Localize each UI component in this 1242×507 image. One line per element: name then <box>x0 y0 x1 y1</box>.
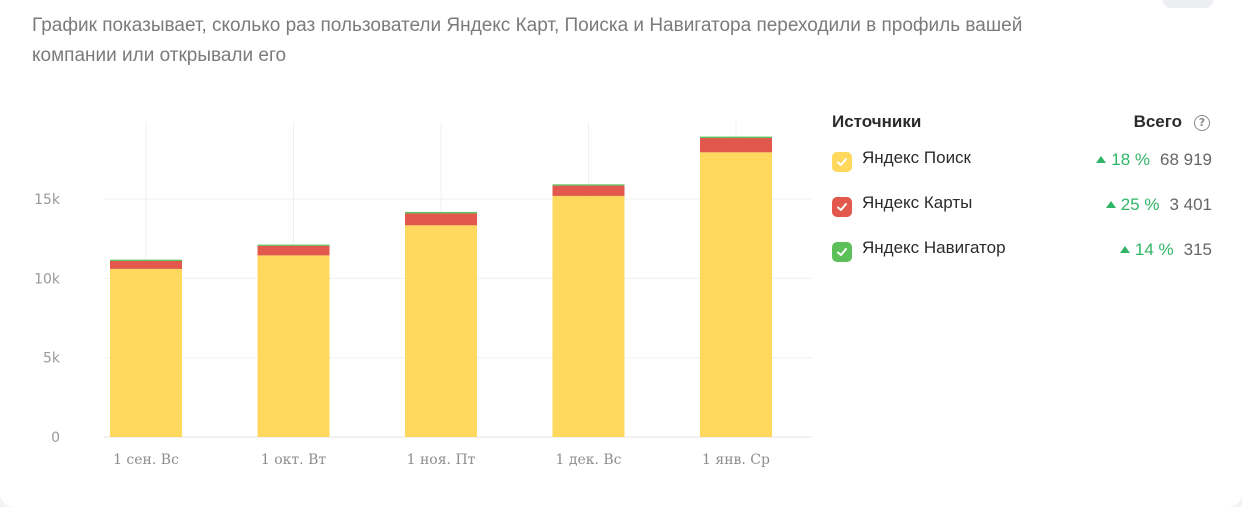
help-icon[interactable]: ? <box>1194 115 1210 131</box>
bar-segment <box>257 244 330 246</box>
legend-item-search[interactable]: Яндекс Поиск 18 % 68 919 <box>832 136 1212 181</box>
y-tick-label: 0 <box>51 430 60 446</box>
checkbox-icon[interactable] <box>832 197 852 217</box>
bar-segment <box>700 136 772 139</box>
total-heading: Всего <box>1133 112 1182 131</box>
bar-segment <box>257 245 330 256</box>
bar-segment <box>405 211 477 214</box>
legend-item-navigator[interactable]: Яндекс Навигатор 14 % 315 <box>832 226 1212 271</box>
legend-header: Источники Всего ? <box>832 108 1212 136</box>
chart-description: График показывает, сколько раз пользоват… <box>32 15 1023 66</box>
arrow-up-icon <box>1119 246 1130 253</box>
arrow-up-icon <box>1105 201 1116 208</box>
y-tick-label: 5k <box>43 351 61 367</box>
bar-segment <box>552 185 625 196</box>
total-value: 3 401 <box>1169 195 1212 214</box>
bar-segment <box>552 184 625 186</box>
legend-item-label: Яндекс Карты <box>862 193 973 212</box>
legend-item-maps[interactable]: Яндекс Карты 25 % 3 401 <box>832 181 1212 226</box>
legend: Источники Всего ? Яндекс Поиск 18 % 68 9… <box>832 108 1212 271</box>
bar-segment <box>405 213 477 226</box>
checkbox-icon[interactable] <box>832 152 852 172</box>
bar-segment <box>700 152 772 438</box>
x-tick-label: 1 ноя. Пт <box>407 452 476 468</box>
y-tick-label: 10k <box>34 271 61 287</box>
total-value: 68 919 <box>1160 150 1212 169</box>
x-tick-label: 1 янв. Ср <box>702 452 770 468</box>
change-percent: 14 % <box>1134 240 1174 259</box>
arrow-up-icon <box>1096 156 1107 163</box>
total-value: 315 <box>1183 240 1212 259</box>
bar-segment <box>110 268 182 437</box>
bar-segment <box>552 195 625 437</box>
bar-segment <box>110 259 182 261</box>
bar-segment <box>110 260 182 269</box>
bar-segment <box>700 138 772 153</box>
checkbox-icon[interactable] <box>832 242 852 262</box>
x-tick-label: 1 сен. Вс <box>113 452 179 468</box>
bar-chart: 0 5k 10k 15k 1 сен. Вс 1 окт. Вт 1 ноя. Пт 1 де… <box>34 122 812 468</box>
legend-item-label: Яндекс Поиск <box>862 148 971 167</box>
top-button[interactable] <box>1162 0 1214 8</box>
sources-heading: Источники <box>832 112 922 131</box>
legend-item-label: Яндекс Навигатор <box>862 238 1006 257</box>
bar-segment <box>257 255 330 437</box>
bar-segment <box>405 225 477 437</box>
change-percent: 25 % <box>1120 195 1160 214</box>
change-percent: 18 % <box>1111 150 1150 169</box>
y-tick-label: 15k <box>34 192 61 208</box>
x-tick-label: 1 окт. Вт <box>261 452 326 468</box>
x-tick-label: 1 дек. Вс <box>555 452 621 468</box>
